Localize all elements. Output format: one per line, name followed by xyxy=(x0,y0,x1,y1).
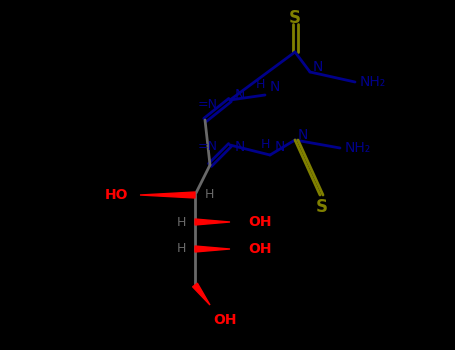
Text: H: H xyxy=(204,189,214,202)
Text: H: H xyxy=(177,216,186,229)
Text: OH: OH xyxy=(248,242,272,256)
Text: H: H xyxy=(260,139,270,152)
Text: N: N xyxy=(298,128,308,142)
Text: N: N xyxy=(313,60,323,74)
Text: =N: =N xyxy=(198,98,218,112)
Text: N: N xyxy=(235,140,245,154)
Text: N: N xyxy=(270,80,280,94)
Polygon shape xyxy=(195,219,230,225)
Text: OH: OH xyxy=(248,215,272,229)
Polygon shape xyxy=(192,283,210,305)
Text: OH: OH xyxy=(213,313,237,327)
Text: =N: =N xyxy=(198,140,218,154)
Text: S: S xyxy=(316,198,328,216)
Text: S: S xyxy=(289,9,301,27)
Text: H: H xyxy=(177,243,186,256)
Text: H: H xyxy=(255,78,265,91)
Text: NH₂: NH₂ xyxy=(345,141,371,155)
Text: NH₂: NH₂ xyxy=(360,75,386,89)
Text: N: N xyxy=(235,88,245,102)
Text: N: N xyxy=(275,140,285,154)
Polygon shape xyxy=(195,246,230,252)
Polygon shape xyxy=(140,192,195,198)
Text: HO: HO xyxy=(105,188,128,202)
